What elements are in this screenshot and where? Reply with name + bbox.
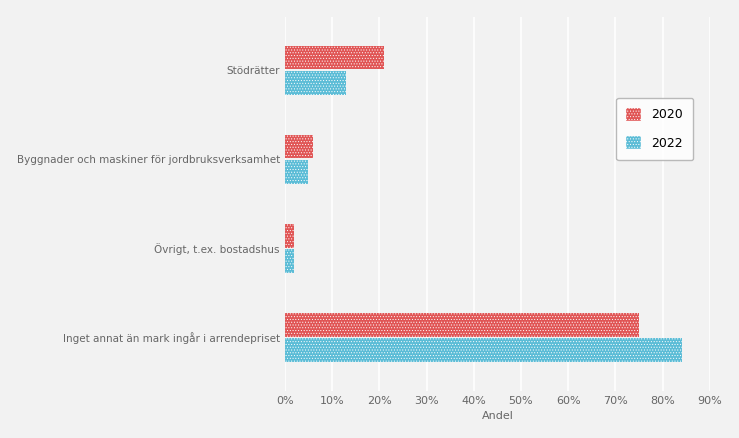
- Bar: [285, 224, 294, 247]
- Bar: [285, 160, 308, 184]
- X-axis label: Andel: Andel: [481, 411, 514, 421]
- Bar: [285, 71, 346, 95]
- Bar: [285, 313, 639, 337]
- Bar: [285, 46, 384, 69]
- Bar: [285, 338, 681, 362]
- Bar: [285, 249, 294, 273]
- Legend: 2020, 2022: 2020, 2022: [616, 98, 693, 160]
- Bar: [285, 135, 313, 159]
